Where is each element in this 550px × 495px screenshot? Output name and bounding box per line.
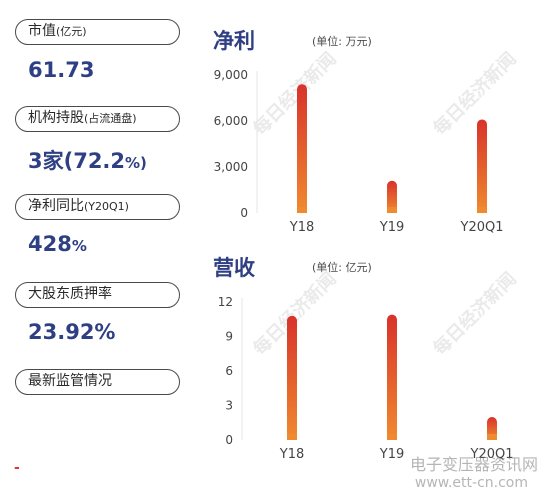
value-net-profit-yoy: 428%: [28, 232, 87, 256]
label-small: (占流通盘): [84, 112, 137, 125]
value-main: 61.73: [28, 58, 95, 82]
bar-base-y18: [297, 207, 307, 213]
x-tick-label: Y20Q1: [460, 220, 504, 235]
bar-base-y19: [387, 207, 397, 213]
chart-title-net-profit: 净利: [213, 29, 255, 53]
bar-y20q1: [477, 119, 487, 213]
chart-unit-net-profit: (单位: 万元): [312, 35, 372, 48]
bar-base-y20q1: [477, 207, 487, 213]
label-main: 净利同比: [28, 198, 84, 214]
x-tick-label: Y19: [379, 447, 404, 462]
footer-mark: -: [14, 460, 20, 476]
y-tick-label: 6: [225, 364, 233, 378]
label-main: 大股东质押率: [28, 286, 112, 302]
left-panel: 市值(亿元) 61.73 机构持股(占流通盘) 3家(72.2%) 净利同比(Y…: [0, 0, 195, 495]
label-pledge-ratio: 大股东质押率: [15, 282, 180, 308]
y-tick-label: 6,000: [214, 114, 248, 128]
bar-base-y19: [387, 434, 397, 440]
bar-y19: [387, 180, 397, 213]
label-small: (亿元): [56, 25, 87, 38]
y-tick-label: 3: [225, 399, 233, 413]
y-tick-label: 9: [225, 330, 233, 344]
y-tick-label: 12: [218, 295, 233, 309]
label-main: 市值: [28, 23, 56, 39]
bar-base-y20q1: [487, 434, 497, 440]
value-main: 428: [28, 232, 72, 256]
value-unit: %: [71, 237, 87, 255]
chart-unit-revenue: (单位: 亿元): [312, 261, 372, 274]
value-institutional-holding: 3家(72.2%): [28, 145, 147, 175]
bar-y18: [297, 84, 307, 213]
value-main: 3家(72.2: [28, 149, 126, 173]
x-tick-label: Y20Q1: [470, 447, 514, 462]
site-watermark: 电子变压器资讯网: [409, 455, 538, 474]
label-regulation: 最新监管情况: [15, 369, 180, 395]
site-watermark-url: www.ett-cn.com: [414, 475, 528, 491]
bar-y18: [287, 315, 297, 440]
value-main: 23.92%: [28, 320, 116, 344]
y-tick-label: 0: [240, 206, 248, 220]
y-tick-label: 0: [225, 433, 233, 447]
x-tick-label: Y18: [279, 447, 304, 462]
bar-y19: [387, 314, 397, 440]
y-tick-label: 3,000: [214, 160, 248, 174]
label-market-cap: 市值(亿元): [15, 19, 180, 45]
chart-title-revenue: 营收: [213, 256, 255, 280]
x-tick-label: Y18: [289, 220, 314, 235]
x-tick-label: Y19: [379, 220, 404, 235]
label-institutional-holding: 机构持股(占流通盘): [15, 106, 180, 132]
bar-base-y18: [287, 434, 297, 440]
value-unit: %): [125, 154, 147, 172]
value-market-cap: 61.73: [28, 58, 94, 82]
label-net-profit-yoy: 净利同比(Y20Q1): [15, 194, 180, 220]
y-tick-label: 9,000: [214, 68, 248, 82]
label-main: 最新监管情况: [28, 373, 112, 389]
value-pledge-ratio: 23.92%: [28, 320, 115, 344]
label-small: (Y20Q1): [84, 200, 129, 213]
label-main: 机构持股: [28, 110, 84, 126]
